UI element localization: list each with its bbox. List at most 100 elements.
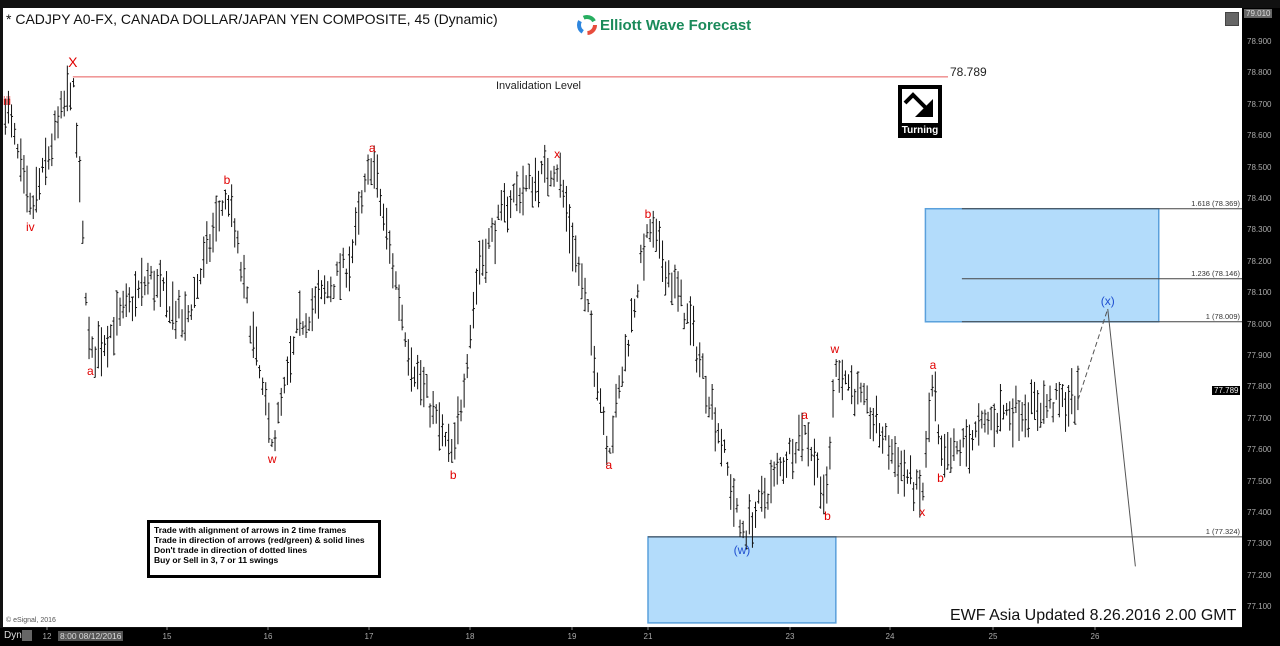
invalidation-label: Invalidation Level: [496, 80, 582, 92]
update-note: EWF Asia Updated 8.26.2016 2.00 GMT: [950, 607, 1237, 624]
time-tick-label: 19: [567, 632, 577, 641]
ohlc-bar: [1029, 379, 1033, 415]
price-tick-label: 78.800: [1247, 68, 1272, 78]
ohlc-bar: [413, 366, 417, 387]
ohlc-bar: [140, 257, 144, 306]
ohlc-bar: [1048, 385, 1052, 409]
ohlc-bar: [995, 412, 999, 434]
ohlc-bar: [465, 354, 469, 379]
ohlc-bar: [25, 165, 29, 213]
ohlc-bar: [834, 359, 838, 377]
ohlc-bar: [1073, 395, 1077, 425]
logo: Elliott Wave Forecast: [577, 15, 751, 35]
ohlc-bar: [16, 143, 20, 159]
ohlc-bar: [347, 246, 351, 292]
price-axis[interactable]: [1242, 8, 1280, 628]
ohlc-bar: [192, 276, 196, 308]
ohlc-bar: [363, 173, 367, 193]
ohlc-bar: [341, 247, 345, 269]
price-tick-label: 78.600: [1247, 131, 1272, 141]
ohlc-bar: [357, 191, 361, 235]
ohlc-bar: [986, 411, 990, 435]
trading-rules-box: Trade with alignment of arrows in 2 time…: [147, 520, 381, 578]
ohlc-bar: [68, 82, 72, 111]
ohlc-bar: [744, 530, 748, 550]
ohlc-bar: [121, 290, 125, 319]
ohlc-bar: [682, 312, 686, 330]
ohlc-bar: [933, 371, 937, 422]
ohlc-bar: [967, 424, 971, 474]
price-tick-label: 78.300: [1247, 225, 1272, 235]
ohlc-bar: [1011, 398, 1015, 448]
ohlc-bar: [267, 402, 271, 443]
wave-label: b: [824, 508, 831, 523]
ohlc-bar: [874, 395, 878, 434]
wave-label: a: [86, 364, 94, 379]
ohlc-bar: [564, 185, 568, 232]
ohlc-bar: [648, 219, 652, 243]
ohlc-bar: [589, 310, 593, 356]
ohlc-bar: [633, 298, 637, 318]
ohlc-bar: [425, 373, 429, 398]
ohlc-bar: [146, 262, 150, 295]
projection-path: [1107, 308, 1136, 567]
ohlc-bar: [99, 327, 103, 377]
ohlc-bar: [552, 165, 556, 187]
ohlc-bar: [555, 164, 559, 182]
dynamic-mode-button[interactable]: Dyn: [4, 630, 22, 641]
ohlc-bar: [447, 423, 451, 462]
ohlc-bar: [450, 438, 454, 463]
ohlc-bar: [437, 402, 441, 451]
ohlc-bar: [850, 365, 854, 405]
lock-icon[interactable]: [22, 630, 32, 641]
ohlc-bar: [837, 360, 841, 393]
ohlc-bar: [636, 284, 640, 299]
ohlc-bar: [732, 477, 736, 527]
wave-label: a: [368, 141, 376, 156]
ohlc-bar: [608, 447, 612, 454]
ohlc-bar: [239, 261, 243, 282]
ohlc-bar: [177, 289, 181, 319]
ohlc-bar: [747, 494, 751, 535]
ohlc-bar: [890, 439, 894, 464]
ohlc-bar: [72, 78, 76, 88]
ohlc-bar: [896, 447, 900, 494]
ohlc-bar: [1064, 392, 1068, 432]
ohlc-bar: [316, 269, 320, 319]
ohlc-bar: [1017, 400, 1021, 441]
ohlc-bar: [47, 146, 51, 170]
wave-label: w: [830, 342, 840, 357]
wave-label: b: [937, 470, 944, 485]
ohlc-bar: [481, 239, 485, 276]
ohlc-bar: [568, 204, 572, 254]
ohlc-bar: [493, 220, 497, 265]
ohlc-bar: [723, 439, 727, 453]
ohlc-bar: [118, 297, 122, 326]
ohlc-bar: [800, 412, 804, 462]
time-axis[interactable]: [0, 628, 1280, 646]
ohlc-bar: [65, 65, 69, 112]
ohlc-bar: [199, 268, 203, 285]
wave-label: x: [554, 147, 561, 162]
turning-badge: Turning: [898, 85, 942, 138]
ohlc-bar: [1002, 404, 1006, 420]
ohlc-bar: [701, 353, 705, 379]
ohlc-bar: [1076, 365, 1080, 411]
ohlc-bar: [754, 501, 758, 528]
ohlc-bar: [78, 156, 82, 203]
ohlc-bar: [50, 133, 54, 167]
ohlc-bar: [372, 145, 376, 189]
window-restore-icon[interactable]: [1225, 12, 1239, 26]
ohlc-bar: [946, 431, 950, 470]
ohlc-bar: [186, 305, 190, 323]
ohlc-bar: [258, 365, 262, 379]
ohlc-bar: [19, 138, 23, 182]
ohlc-bar: [1039, 402, 1043, 428]
ohlc-bar: [270, 439, 274, 448]
wave-label: (w): [733, 543, 751, 558]
ohlc-bar: [757, 489, 761, 504]
ohlc-bar: [326, 281, 330, 299]
copyright: © eSignal, 2016: [6, 617, 56, 624]
ohlc-bar: [676, 271, 680, 312]
